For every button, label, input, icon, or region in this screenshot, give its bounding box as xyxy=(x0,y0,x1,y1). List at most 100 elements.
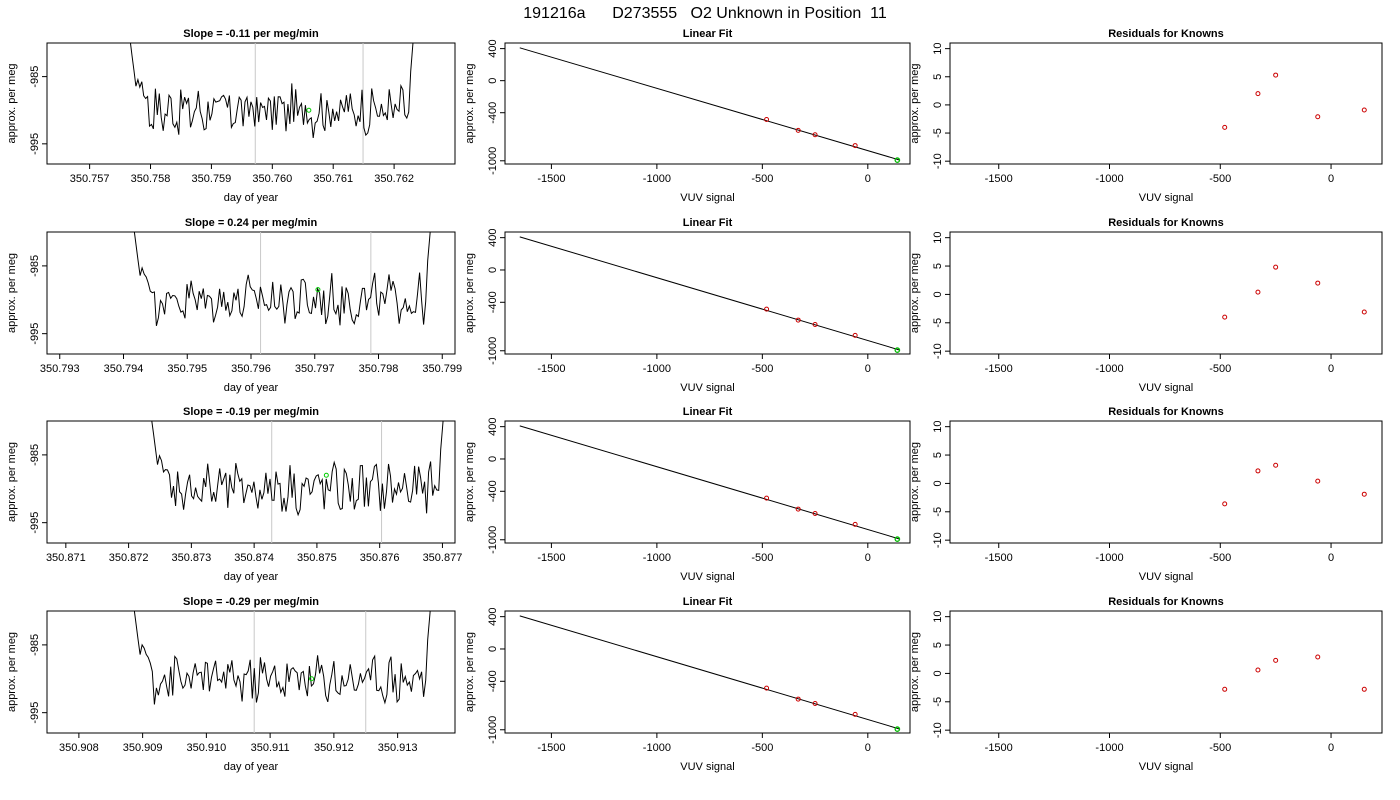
residual-point xyxy=(1315,280,1321,286)
known-point xyxy=(795,506,801,512)
residual-point xyxy=(1315,654,1321,660)
y-axis-label: approx. per meg xyxy=(464,63,476,143)
y-tick-label: 0 xyxy=(487,646,499,652)
y-tick-label: -985 xyxy=(29,255,41,277)
y-tick-label: 5 xyxy=(932,74,944,80)
known-point xyxy=(795,317,801,323)
panel-linear-fit-1: Linear Fit -1500 -1000 -500 0 400 0 -400 -1000 VU… xyxy=(464,28,911,204)
x-tick-label: 350.799 xyxy=(422,363,462,375)
y-tick-label: -1000 xyxy=(487,716,499,744)
x-tick-label: 350.874 xyxy=(234,552,274,564)
x-tick-label: 350.872 xyxy=(109,552,149,564)
residual-point xyxy=(1273,72,1279,78)
x-tick-label: -1500 xyxy=(985,363,1013,375)
panel-title: Slope = 0.24 per meg/min xyxy=(185,217,318,229)
panel-residuals-3: Residuals for Knowns -1500 -1000 -500 0 10 5 0 -… xyxy=(909,406,1383,583)
y-tick-label: 400 xyxy=(487,417,499,435)
fit-line xyxy=(519,615,900,730)
x-tick-label: -500 xyxy=(751,552,773,564)
x-tick-label: -1500 xyxy=(985,552,1013,564)
y-tick-label: 5 xyxy=(932,642,944,648)
y-tick-label: -5 xyxy=(932,128,944,138)
x-tick-label: 350.911 xyxy=(251,742,290,754)
residual-point xyxy=(1361,491,1367,497)
x-axis-label: day of year xyxy=(224,192,279,204)
unknown-point xyxy=(306,107,312,113)
x-tick-label: 0 xyxy=(865,173,871,185)
x-tick-label: 350.909 xyxy=(123,742,163,754)
y-tick-label: -5 xyxy=(932,507,944,517)
unknown-point xyxy=(894,157,901,164)
y-tick-label: 10 xyxy=(932,232,944,244)
panel-residuals-2: Residuals for Knowns -1500 -1000 -500 0 10 5 0 -… xyxy=(909,217,1383,394)
plot-frame xyxy=(504,420,911,544)
panel-residuals-4: Residuals for Knowns -1500 -1000 -500 0 10 5 0 -… xyxy=(909,596,1383,773)
x-axis-label: VUV signal xyxy=(1139,571,1193,583)
x-tick-label: -500 xyxy=(751,742,773,754)
y-tick-label: 400 xyxy=(487,228,499,246)
x-tick-label: 350.871 xyxy=(46,552,86,564)
x-axis-label: VUV signal xyxy=(680,571,734,583)
panel-residuals-1: Residuals for Knowns -1500 -1000 -500 0 10 5 0 -… xyxy=(909,28,1383,204)
residual-point xyxy=(1255,91,1261,97)
x-tick-label: -500 xyxy=(1209,742,1231,754)
plot-frame xyxy=(46,610,456,734)
residual-point xyxy=(1222,501,1228,507)
y-tick-label: 5 xyxy=(932,263,944,269)
panel-title: Slope = -0.11 per meg/min xyxy=(183,28,319,40)
panel-title: Linear Fit xyxy=(683,217,733,229)
x-tick-label: -1500 xyxy=(537,552,565,564)
x-tick-label: -1000 xyxy=(1095,742,1123,754)
y-tick-label: -985 xyxy=(29,444,41,466)
x-tick-label: 350.912 xyxy=(314,742,354,754)
panels-grid: Slope = -0.11 per meg/min 350.757 350.758 3… xyxy=(6,28,1383,773)
known-point xyxy=(795,127,801,133)
x-tick-label: -500 xyxy=(1209,552,1231,564)
x-tick-label: -500 xyxy=(1209,173,1231,185)
y-tick-label: -400 xyxy=(487,670,499,692)
plot-frame xyxy=(949,420,1383,544)
x-tick-label: -1000 xyxy=(643,552,671,564)
y-tick-label: -400 xyxy=(487,102,499,124)
known-point xyxy=(764,685,770,691)
y-tick-label: -1000 xyxy=(487,526,499,554)
x-axis-label: VUV signal xyxy=(680,192,734,204)
x-tick-label: 0 xyxy=(1328,363,1334,375)
unknown-point xyxy=(323,472,329,478)
panel-title: Slope = -0.19 per meg/min xyxy=(183,406,319,418)
signal-trace xyxy=(133,232,431,327)
y-axis-label: approx. per meg xyxy=(464,253,476,333)
panel-time-series-2: Slope = 0.24 per meg/min 350.793 350.794 35… xyxy=(6,217,462,394)
y-tick-label: 0 xyxy=(487,456,499,462)
unknown-point xyxy=(309,676,315,682)
y-tick-label: -1000 xyxy=(487,147,499,175)
y-tick-label: -985 xyxy=(29,634,41,656)
x-axis-label: day of year xyxy=(224,382,279,394)
residual-point xyxy=(1273,657,1279,663)
panel-time-series-1: Slope = -0.11 per meg/min 350.757 350.758 3… xyxy=(6,28,456,204)
residual-point xyxy=(1361,309,1367,315)
y-tick-label: 0 xyxy=(487,267,499,273)
y-tick-label: 0 xyxy=(487,78,499,84)
y-tick-label: 10 xyxy=(932,43,944,55)
x-axis-label: VUV signal xyxy=(1139,761,1193,773)
y-tick-label: -985 xyxy=(29,66,41,88)
panel-title: Residuals for Knowns xyxy=(1108,406,1224,418)
plot-frame xyxy=(504,231,911,355)
panel-title: Linear Fit xyxy=(683,28,733,40)
y-axis-label: approx. per meg xyxy=(909,63,921,143)
plot-frame xyxy=(949,610,1383,734)
y-tick-label: -995 xyxy=(29,512,41,534)
fit-line xyxy=(519,47,900,161)
x-tick-label: -1000 xyxy=(1095,173,1123,185)
panel-title: Residuals for Knowns xyxy=(1108,217,1224,229)
x-tick-label: 350.913 xyxy=(378,742,418,754)
known-point xyxy=(795,696,801,702)
plot-frame xyxy=(46,231,456,355)
panel-title: Residuals for Knowns xyxy=(1108,28,1224,40)
residual-point xyxy=(1222,314,1228,320)
x-tick-label: 350.795 xyxy=(167,363,207,375)
x-tick-label: 350.873 xyxy=(171,552,211,564)
residual-point xyxy=(1315,478,1321,484)
